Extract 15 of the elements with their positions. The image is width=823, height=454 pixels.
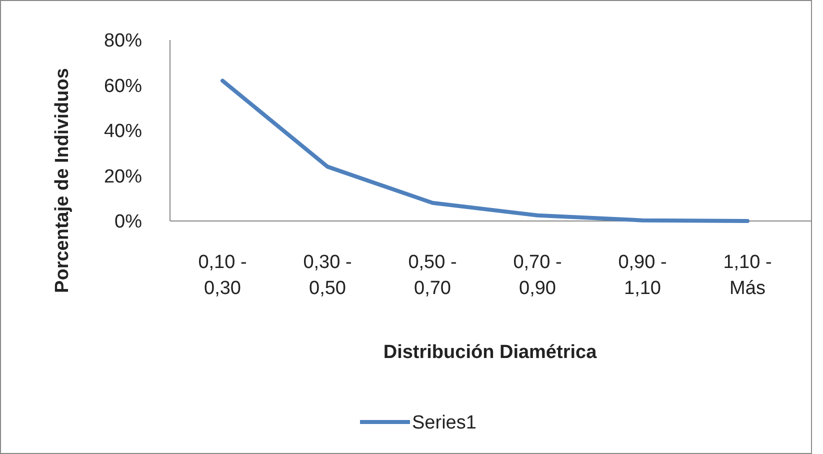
y-tick-label: 20% [104, 166, 142, 188]
x-tick-label: 0,30 - 0,50 [303, 252, 352, 299]
legend-label: Series1 [412, 412, 476, 434]
y-tick-label: 80% [104, 30, 142, 52]
x-axis-title: Distribución Diamétrica [383, 342, 598, 363]
x-tick-label: 0,50 - 0,70 [408, 252, 457, 299]
x-tick-label: 0,90 - 1,10 [618, 252, 667, 299]
y-tick-label: 60% [104, 76, 142, 97]
line-series [220, 78, 750, 223]
x-tick-label: 1,10 - Más [723, 252, 772, 299]
x-tick-label: 0,70 - 0,90 [513, 252, 562, 299]
y-tick-label: 40% [104, 121, 142, 142]
y-axis-title: Porcentaje de Individuos [52, 68, 73, 293]
y-tick-label: 0% [114, 212, 142, 233]
x-tick-label: 0,10 - 0,30 [198, 252, 247, 299]
